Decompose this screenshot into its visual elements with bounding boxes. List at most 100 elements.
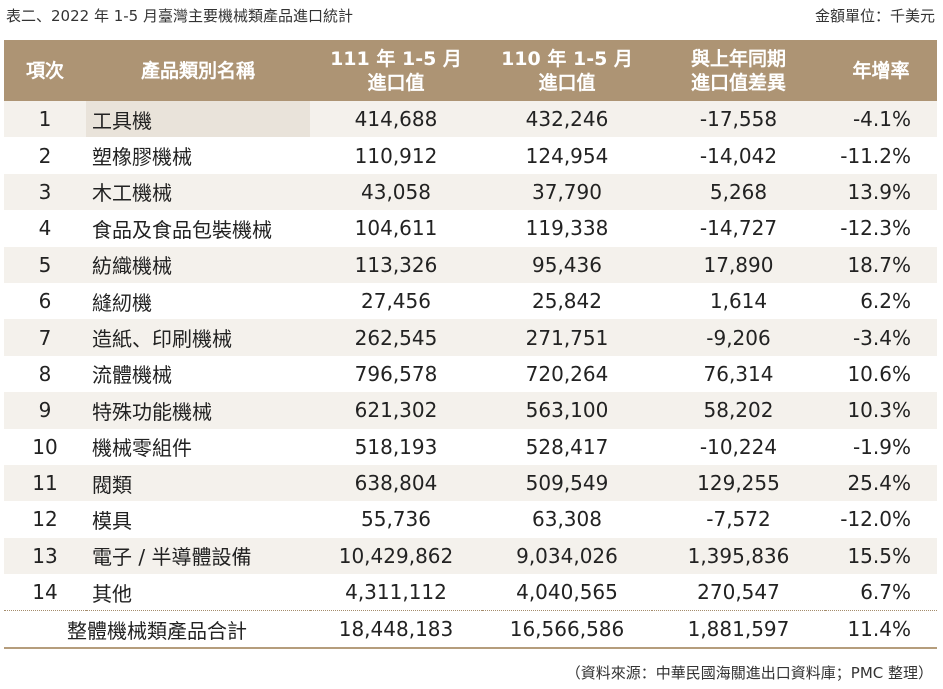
row-number: 5 xyxy=(4,246,86,283)
previous-import-value: 563,100 xyxy=(482,392,652,429)
growth-rate: -12.0% xyxy=(825,501,937,538)
row-number: 13 xyxy=(4,537,86,575)
product-name: 模具 xyxy=(86,501,310,538)
previous-import-value: 271,751 xyxy=(482,319,652,356)
current-import-value: 113,326 xyxy=(310,246,482,283)
total-difference: 1,881,597 xyxy=(652,610,825,650)
current-import-value: 796,578 xyxy=(310,355,482,393)
previous-import-value: 37,790 xyxy=(482,173,652,211)
growth-rate: 18.7% xyxy=(825,246,937,283)
header-previous-line1: 110 年 1-5 月 xyxy=(501,47,633,70)
header-previous-line2: 進口值 xyxy=(538,71,596,94)
table-row: 13 電子 / 半導體設備 10,429,862 9,034,026 1,395… xyxy=(4,537,937,575)
growth-rate: -12.3% xyxy=(825,210,937,247)
import-difference: 5,268 xyxy=(652,173,825,211)
row-number: 6 xyxy=(4,282,86,320)
product-name: 電子 / 半導體設備 xyxy=(86,537,310,575)
import-difference: 1,395,836 xyxy=(652,537,825,575)
current-import-value: 414,688 xyxy=(310,101,482,138)
current-import-value: 55,736 xyxy=(310,501,482,538)
current-import-value: 4,311,112 xyxy=(310,574,482,612)
row-number: 11 xyxy=(4,464,86,502)
table-row: 10 機械零組件 518,193 528,417 -10,224 -1.9% xyxy=(4,428,937,465)
data-source-note: （資料來源：中華民國海關進出口資料庫；PMC 整理） xyxy=(565,664,933,682)
table-row: 1 工具機 414,688 432,246 -17,558 -4.1% xyxy=(4,101,937,138)
total-current-import: 18,448,183 xyxy=(310,610,482,650)
import-difference: 270,547 xyxy=(652,574,825,612)
table-row: 8 流體機械 796,578 720,264 76,314 10.6% xyxy=(4,355,937,393)
growth-rate: -3.4% xyxy=(825,319,937,356)
row-number: 2 xyxy=(4,137,86,174)
row-number: 12 xyxy=(4,501,86,538)
current-import-value: 43,058 xyxy=(310,173,482,211)
product-name: 特殊功能機械 xyxy=(86,392,310,429)
row-number: 1 xyxy=(4,101,86,138)
growth-rate: 10.6% xyxy=(825,355,937,393)
current-import-value: 27,456 xyxy=(310,282,482,320)
header-current-line1: 111 年 1-5 月 xyxy=(330,47,462,70)
import-difference: 1,614 xyxy=(652,282,825,320)
current-import-value: 104,611 xyxy=(310,210,482,247)
table-row: 11 閥類 638,804 509,549 129,255 25.4% xyxy=(4,464,937,502)
growth-rate: 10.3% xyxy=(825,392,937,429)
previous-import-value: 124,954 xyxy=(482,137,652,174)
table-header: 項次 產品類別名稱 111 年 1-5 月 進口值 110 年 1-5 月 進口… xyxy=(4,40,937,101)
table-row: 9 特殊功能機械 621,302 563,100 58,202 10.3% xyxy=(4,392,937,429)
row-number: 8 xyxy=(4,355,86,393)
header-difference: 與上年同期 進口值差異 xyxy=(652,40,825,101)
row-number: 9 xyxy=(4,392,86,429)
header-previous-import: 110 年 1-5 月 進口值 xyxy=(482,40,652,101)
table-row: 6 縫紉機 27,456 25,842 1,614 6.2% xyxy=(4,282,937,320)
table-body: 1 工具機 414,688 432,246 -17,558 -4.1% 2 塑橡… xyxy=(4,101,937,612)
table-row: 14 其他 4,311,112 4,040,565 270,547 6.7% xyxy=(4,574,937,612)
previous-import-value: 119,338 xyxy=(482,210,652,247)
previous-import-value: 25,842 xyxy=(482,282,652,320)
previous-import-value: 432,246 xyxy=(482,101,652,138)
import-difference: -10,224 xyxy=(652,428,825,465)
current-import-value: 10,429,862 xyxy=(310,537,482,575)
row-number: 14 xyxy=(4,574,86,612)
previous-import-value: 4,040,565 xyxy=(482,574,652,612)
header-row: 項次 產品類別名稱 111 年 1-5 月 進口值 110 年 1-5 月 進口… xyxy=(4,40,937,101)
previous-import-value: 528,417 xyxy=(482,428,652,465)
header-difference-line1: 與上年同期 xyxy=(690,47,786,70)
header-difference-line2: 進口值差異 xyxy=(690,71,786,94)
product-name: 其他 xyxy=(86,574,310,612)
product-name: 閥類 xyxy=(86,464,310,502)
import-difference: 58,202 xyxy=(652,392,825,429)
header-current-import: 111 年 1-5 月 進口值 xyxy=(310,40,482,101)
total-label: 整體機械類產品合計 xyxy=(4,610,310,650)
row-number: 10 xyxy=(4,428,86,465)
table-title: 表二、2022 年 1-5 月臺灣主要機械類產品進口統計 xyxy=(6,6,353,25)
current-import-value: 262,545 xyxy=(310,319,482,356)
current-import-value: 621,302 xyxy=(310,392,482,429)
row-number: 7 xyxy=(4,319,86,356)
current-import-value: 110,912 xyxy=(310,137,482,174)
previous-import-value: 720,264 xyxy=(482,355,652,393)
previous-import-value: 63,308 xyxy=(482,501,652,538)
current-import-value: 518,193 xyxy=(310,428,482,465)
table-footer: 整體機械類產品合計 18,448,183 16,566,586 1,881,59… xyxy=(4,610,937,650)
previous-import-value: 509,549 xyxy=(482,464,652,502)
growth-rate: 25.4% xyxy=(825,464,937,502)
current-import-value: 638,804 xyxy=(310,464,482,502)
table-row: 3 木工機械 43,058 37,790 5,268 13.9% xyxy=(4,173,937,211)
import-difference: 129,255 xyxy=(652,464,825,502)
table-row: 7 造紙、印刷機械 262,545 271,751 -9,206 -3.4% xyxy=(4,319,937,356)
import-difference: -9,206 xyxy=(652,319,825,356)
product-name: 造紙、印刷機械 xyxy=(86,319,310,356)
total-previous-import: 16,566,586 xyxy=(482,610,652,650)
total-growth-rate: 11.4% xyxy=(825,610,937,650)
import-statistics-table: 項次 產品類別名稱 111 年 1-5 月 進口值 110 年 1-5 月 進口… xyxy=(4,40,937,650)
import-difference: 17,890 xyxy=(652,246,825,283)
product-name: 木工機械 xyxy=(86,173,310,211)
growth-rate: 6.2% xyxy=(825,282,937,320)
product-name: 塑橡膠機械 xyxy=(86,137,310,174)
import-difference: -7,572 xyxy=(652,501,825,538)
product-name: 食品及食品包裝機械 xyxy=(86,210,310,247)
growth-rate: 6.7% xyxy=(825,574,937,612)
caption-bar: 表二、2022 年 1-5 月臺灣主要機械類產品進口統計 金額單位：千美元 xyxy=(6,2,935,28)
header-no: 項次 xyxy=(4,40,86,101)
previous-import-value: 95,436 xyxy=(482,246,652,283)
import-difference: -14,042 xyxy=(652,137,825,174)
